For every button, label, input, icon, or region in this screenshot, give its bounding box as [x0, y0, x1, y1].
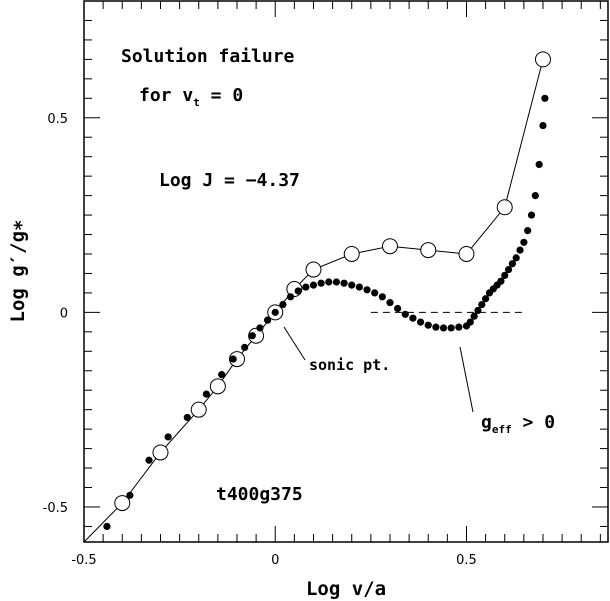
filled-dot-point [241, 343, 249, 351]
geff-pointer-line [459, 346, 474, 413]
annotation-log-j: Log J = −4.37 [159, 170, 300, 191]
annotation-sonic-point: sonic pt. [309, 356, 390, 374]
filled-dot-point [256, 324, 264, 332]
filled-dot-point [294, 287, 302, 295]
filled-dot-point [541, 94, 549, 102]
filled-dot-point [520, 238, 528, 246]
filled-dot-point [340, 279, 348, 287]
filled-dot-point [439, 324, 448, 332]
filled-dot-point [317, 279, 325, 287]
plot-frame [83, 0, 609, 543]
annotation-solution-failure: Solution failure [121, 46, 295, 67]
filled-dot-point [386, 299, 394, 307]
filled-dot-point [470, 312, 478, 320]
x-axis-title: Log v/a [306, 578, 386, 600]
filled-dot-point [103, 522, 111, 531]
filled-dot-point [325, 278, 333, 286]
annotation-for-vt: for vt = 0 [139, 85, 243, 109]
filled-dot-point [497, 277, 505, 285]
x-tick-label: -0.5 [71, 553, 96, 568]
open-circle-point [209, 378, 226, 395]
open-circle-point [343, 245, 360, 262]
open-circle-point [496, 199, 513, 216]
y-tick-label: 0 [60, 306, 68, 321]
open-circle-point [305, 261, 322, 278]
open-circle-point [228, 351, 245, 368]
filled-dot-point [126, 491, 134, 499]
filled-dot-point [279, 300, 287, 309]
annotation-model: t400g375 [216, 484, 303, 505]
filled-dot-point [309, 281, 318, 289]
filled-dot-point [332, 278, 341, 286]
filled-dot-point [271, 308, 279, 316]
open-circle-point [458, 245, 475, 262]
filled-dot-point [401, 310, 409, 318]
filled-dot-point [145, 456, 153, 464]
filled-dot-point [531, 192, 539, 200]
sonic-pointer-line [283, 326, 306, 361]
open-circle-point [114, 495, 131, 512]
filled-dot-point [527, 211, 536, 219]
axis-ticks [84, 1, 608, 542]
filled-dot-point [409, 314, 417, 322]
open-circle-point [534, 51, 551, 68]
filled-dot-point [286, 293, 295, 301]
filled-dot-point [504, 265, 513, 274]
open-circle-point [248, 327, 265, 344]
filled-dot-point [394, 304, 402, 313]
y-tick-label: -0.5 [43, 501, 68, 516]
filled-dot-point [508, 260, 516, 268]
open-circle-point [190, 401, 207, 418]
filled-dot-point [378, 293, 386, 301]
filled-dot-point [218, 371, 226, 379]
tick-labels: -0.5 0 0.5 -0.5 0 0.5 [43, 112, 477, 568]
filled-dot-point [348, 281, 356, 289]
filled-dot-point [474, 306, 482, 315]
x-tick-label: 0.5 [456, 553, 477, 568]
open-circle-point [152, 444, 169, 461]
filled-dot-point [482, 295, 490, 303]
filled-dot-point [466, 318, 474, 326]
filled-dot-point [363, 286, 371, 294]
filled-dot-point [512, 254, 520, 262]
filled-dot-point [516, 246, 524, 254]
filled-dot-point [501, 271, 509, 279]
filled-dot-point [416, 318, 425, 326]
data-series [83, 51, 551, 543]
filled-dot-point [424, 321, 432, 329]
filled-dot-point [302, 283, 310, 291]
solution-line [83, 59, 544, 543]
filled-dot-point [432, 323, 440, 331]
open-circle-point [420, 242, 437, 259]
filled-dot-point [248, 332, 256, 340]
y-tick-label: 0.5 [47, 112, 68, 127]
x-tick-label: 0 [271, 553, 279, 568]
filled-dot-point [535, 160, 543, 169]
filled-dot-point [355, 283, 363, 291]
filled-dot-point [371, 289, 379, 297]
open-circle-point [381, 238, 398, 255]
filled-dot-point [263, 316, 272, 324]
filled-dot-point [455, 323, 463, 331]
filled-dot-point [229, 355, 237, 363]
annotation-geff: geff > 0 [481, 412, 555, 436]
filled-dot-point [478, 300, 486, 309]
y-axis-title: Log g′/g∗ [7, 220, 29, 323]
filled-dot-point [202, 390, 210, 398]
filled-dot-point [539, 121, 547, 130]
filled-dot-point [447, 324, 455, 332]
filled-dot-point [183, 413, 191, 422]
filled-dot-point [164, 433, 172, 441]
filled-dot-point [524, 227, 532, 235]
